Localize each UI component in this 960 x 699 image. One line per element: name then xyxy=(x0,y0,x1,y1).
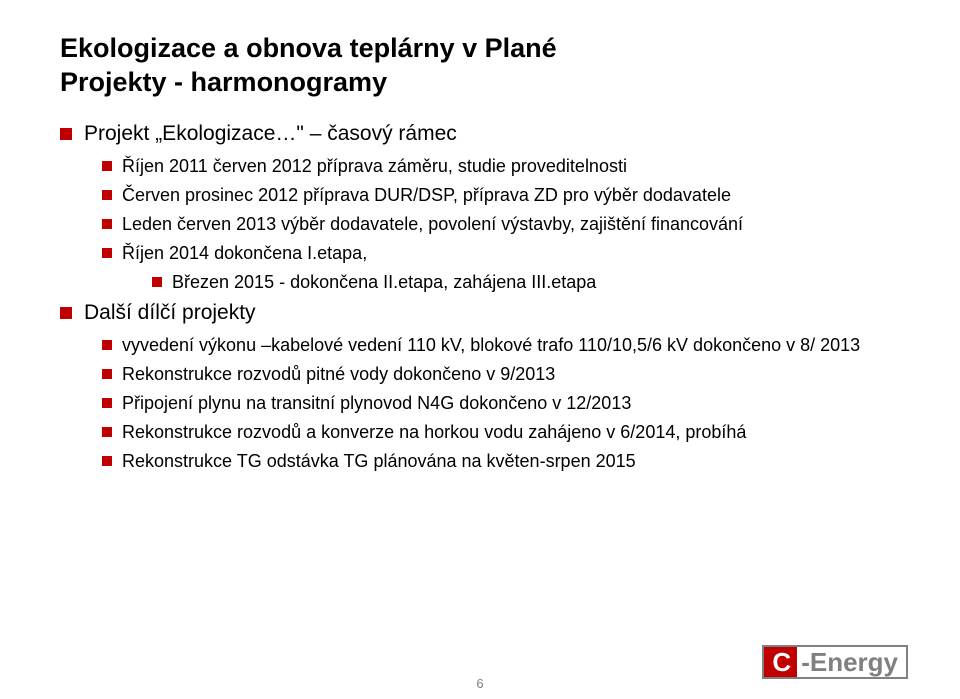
list-item: Červen prosinec 2012 příprava DUR/DSP, p… xyxy=(102,185,900,206)
list-item: Říjen 2011 červen 2012 příprava záměru, … xyxy=(102,156,900,177)
item-text: Rekonstrukce rozvodů pitné vody dokončen… xyxy=(122,364,555,385)
section-label: Projekt „Ekologizace…" – časový rámec xyxy=(84,122,457,146)
bullet-square-icon xyxy=(102,219,112,229)
item-text: Leden červen 2013 výběr dodavatele, povo… xyxy=(122,214,743,235)
bullet-square-icon xyxy=(60,128,72,140)
logo-left: C xyxy=(764,647,797,677)
item-text: Říjen 2011 červen 2012 příprava záměru, … xyxy=(122,156,627,177)
title-line2: Projekty - harmonogramy xyxy=(60,67,387,97)
logo-right: -Energy xyxy=(797,647,906,677)
list-item: Březen 2015 - dokončena II.etapa, zaháje… xyxy=(152,272,900,293)
item-text: Připojení plynu na transitní plynovod N4… xyxy=(122,393,631,414)
bullet-square-icon xyxy=(102,427,112,437)
item-text: Březen 2015 - dokončena II.etapa, zaháje… xyxy=(172,272,596,293)
title-line1: Ekologizace a obnova teplárny v Plané xyxy=(60,33,557,63)
item-text: vyvedení výkonu –kabelové vedení 110 kV,… xyxy=(122,335,860,356)
item-text: Říjen 2014 dokončena I.etapa, xyxy=(122,243,367,264)
bullet-square-icon xyxy=(60,307,72,319)
bullet-square-icon xyxy=(102,456,112,466)
list-item: Rekonstrukce TG odstávka TG plánována na… xyxy=(102,451,900,472)
list-item: Připojení plynu na transitní plynovod N4… xyxy=(102,393,900,414)
list-item: Říjen 2014 dokončena I.etapa, xyxy=(102,243,900,264)
bullet-square-icon xyxy=(102,369,112,379)
item-text: Červen prosinec 2012 příprava DUR/DSP, p… xyxy=(122,185,731,206)
bullet-square-icon xyxy=(102,190,112,200)
bullet-square-icon xyxy=(152,277,162,287)
item-text: Rekonstrukce TG odstávka TG plánována na… xyxy=(122,451,636,472)
page-title: Ekologizace a obnova teplárny v Plané Pr… xyxy=(60,32,900,100)
section-heading: Projekt „Ekologizace…" – časový rámec xyxy=(60,122,900,146)
logo: C -Energy xyxy=(762,645,908,679)
list-item: Leden červen 2013 výběr dodavatele, povo… xyxy=(102,214,900,235)
item-text: Rekonstrukce rozvodů a konverze na horko… xyxy=(122,422,746,443)
list-item: Rekonstrukce rozvodů pitné vody dokončen… xyxy=(102,364,900,385)
bullet-square-icon xyxy=(102,161,112,171)
list-item: vyvedení výkonu –kabelové vedení 110 kV,… xyxy=(102,335,900,356)
slide-page: Ekologizace a obnova teplárny v Plané Pr… xyxy=(0,0,960,699)
bullet-square-icon xyxy=(102,248,112,258)
bullet-square-icon xyxy=(102,398,112,408)
list-item: Rekonstrukce rozvodů a konverze na horko… xyxy=(102,422,900,443)
section-heading: Další dílčí projekty xyxy=(60,301,900,325)
section-label: Další dílčí projekty xyxy=(84,301,256,325)
bullet-square-icon xyxy=(102,340,112,350)
page-number: 6 xyxy=(0,676,960,691)
